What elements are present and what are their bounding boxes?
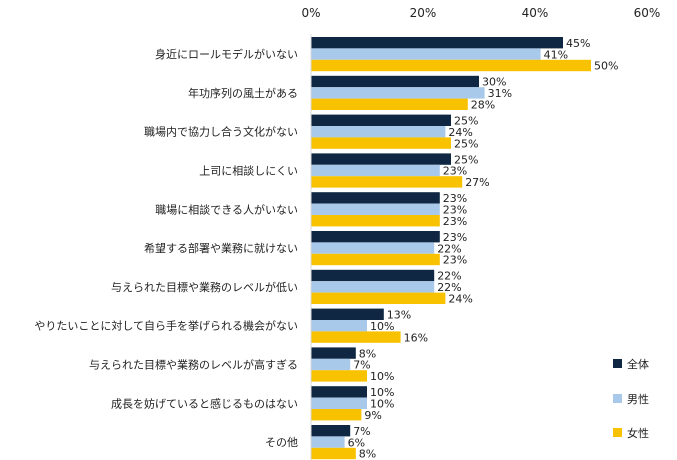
data-label: 13% xyxy=(387,309,411,322)
data-label: 22% xyxy=(437,270,461,283)
data-label: 22% xyxy=(437,242,461,255)
bar-2 xyxy=(311,203,440,215)
bar-3 xyxy=(311,137,451,149)
category-label: 希望する部署や業務に就けない xyxy=(144,241,298,255)
category-label: やりたいことに対して自ら手を挙げられる機会がない xyxy=(34,319,298,333)
bar-3 xyxy=(311,59,591,72)
data-label: 23% xyxy=(443,165,467,178)
bar-3 xyxy=(311,331,401,343)
data-label: 25% xyxy=(454,153,478,166)
bar-2 xyxy=(311,126,446,138)
bar-1 xyxy=(311,269,435,282)
legend-swatch xyxy=(613,359,622,368)
bar-2 xyxy=(311,164,440,177)
bar-1 xyxy=(311,308,384,320)
data-label: 10% xyxy=(370,370,394,383)
bar-3 xyxy=(311,370,367,382)
x-axis-ticks: 0% 20% 40% 60% xyxy=(301,6,660,20)
bar-3 xyxy=(311,215,440,227)
data-label: 23% xyxy=(443,204,467,217)
data-label: 25% xyxy=(454,115,478,128)
category-label: 与えられた目標や業務のレベルが低い xyxy=(111,280,298,294)
bar-1 xyxy=(311,192,440,204)
bar-2 xyxy=(311,48,541,60)
data-label: 45% xyxy=(566,37,590,50)
legend-label: 女性 xyxy=(627,426,649,440)
data-label: 27% xyxy=(465,176,489,189)
x-tick-label: 60% xyxy=(634,6,661,20)
data-label: 9% xyxy=(364,409,381,422)
bar-1 xyxy=(311,153,451,165)
data-labels: 45%41%50%30%31%28%25%24%25%25%23%27%23%2… xyxy=(348,37,619,460)
data-label: 23% xyxy=(443,254,467,267)
category-label: 身近にロールモデルがいない xyxy=(155,47,298,61)
data-label: 24% xyxy=(448,293,472,306)
data-label: 23% xyxy=(443,215,467,228)
bar-1 xyxy=(311,425,351,437)
data-label: 10% xyxy=(370,320,394,333)
data-label: 10% xyxy=(370,386,394,399)
category-label: 年功序列の風土がある xyxy=(188,86,298,100)
data-label: 30% xyxy=(482,76,506,89)
bar-2 xyxy=(311,242,435,254)
x-tick-label: 0% xyxy=(301,6,320,20)
bar-3 xyxy=(311,409,362,421)
bar-1 xyxy=(311,75,479,88)
data-label: 41% xyxy=(544,48,568,61)
legend-swatch xyxy=(613,394,622,403)
bar-2 xyxy=(311,436,345,448)
data-label: 7% xyxy=(353,425,370,438)
data-label: 16% xyxy=(404,331,428,344)
data-label: 6% xyxy=(348,436,365,449)
bar-1 xyxy=(311,37,563,49)
bar-2 xyxy=(311,358,351,371)
data-label: 31% xyxy=(488,87,512,100)
data-label: 50% xyxy=(594,60,618,73)
data-label: 24% xyxy=(448,126,472,139)
legend-label: 全体 xyxy=(627,357,649,371)
legend-label: 男性 xyxy=(627,392,649,406)
data-label: 25% xyxy=(454,137,478,150)
category-labels: 身近にロールモデルがいない年功序列の風土がある職場内で協力し合う文化がない上司に… xyxy=(34,47,298,449)
data-label: 7% xyxy=(353,359,370,372)
category-label: 成長を妨げていると感じるものはない xyxy=(111,396,298,410)
bar-1 xyxy=(311,347,356,359)
data-label: 10% xyxy=(370,398,394,411)
data-label: 23% xyxy=(443,192,467,205)
bar-2 xyxy=(311,320,367,332)
x-tick-label: 40% xyxy=(522,6,549,20)
category-label: 上司に相談しにくい xyxy=(199,164,298,178)
category-label: 職場内で協力し合う文化がない xyxy=(144,125,298,139)
bar-2 xyxy=(311,87,485,99)
data-label: 22% xyxy=(437,281,461,294)
bar-2 xyxy=(311,397,367,409)
bar-3 xyxy=(311,292,446,304)
x-tick-label: 20% xyxy=(410,6,437,20)
bar-3 xyxy=(311,253,440,266)
category-label: 職場に相談できる人がいない xyxy=(155,202,298,216)
bar-1 xyxy=(311,231,440,243)
bar-2 xyxy=(311,281,435,293)
category-label: 与えられた目標や業務のレベルが高すぎる xyxy=(89,358,298,372)
data-label: 8% xyxy=(359,448,376,460)
data-label: 28% xyxy=(471,99,495,112)
data-label: 8% xyxy=(359,347,376,360)
legend-swatch xyxy=(613,428,622,437)
bar-1 xyxy=(311,114,451,126)
bars xyxy=(311,37,591,460)
bar-3 xyxy=(311,98,468,110)
data-label: 23% xyxy=(443,231,467,244)
bar-3 xyxy=(311,447,356,460)
bar-3 xyxy=(311,176,463,188)
category-label: その他 xyxy=(265,436,298,449)
bar-1 xyxy=(311,386,367,398)
